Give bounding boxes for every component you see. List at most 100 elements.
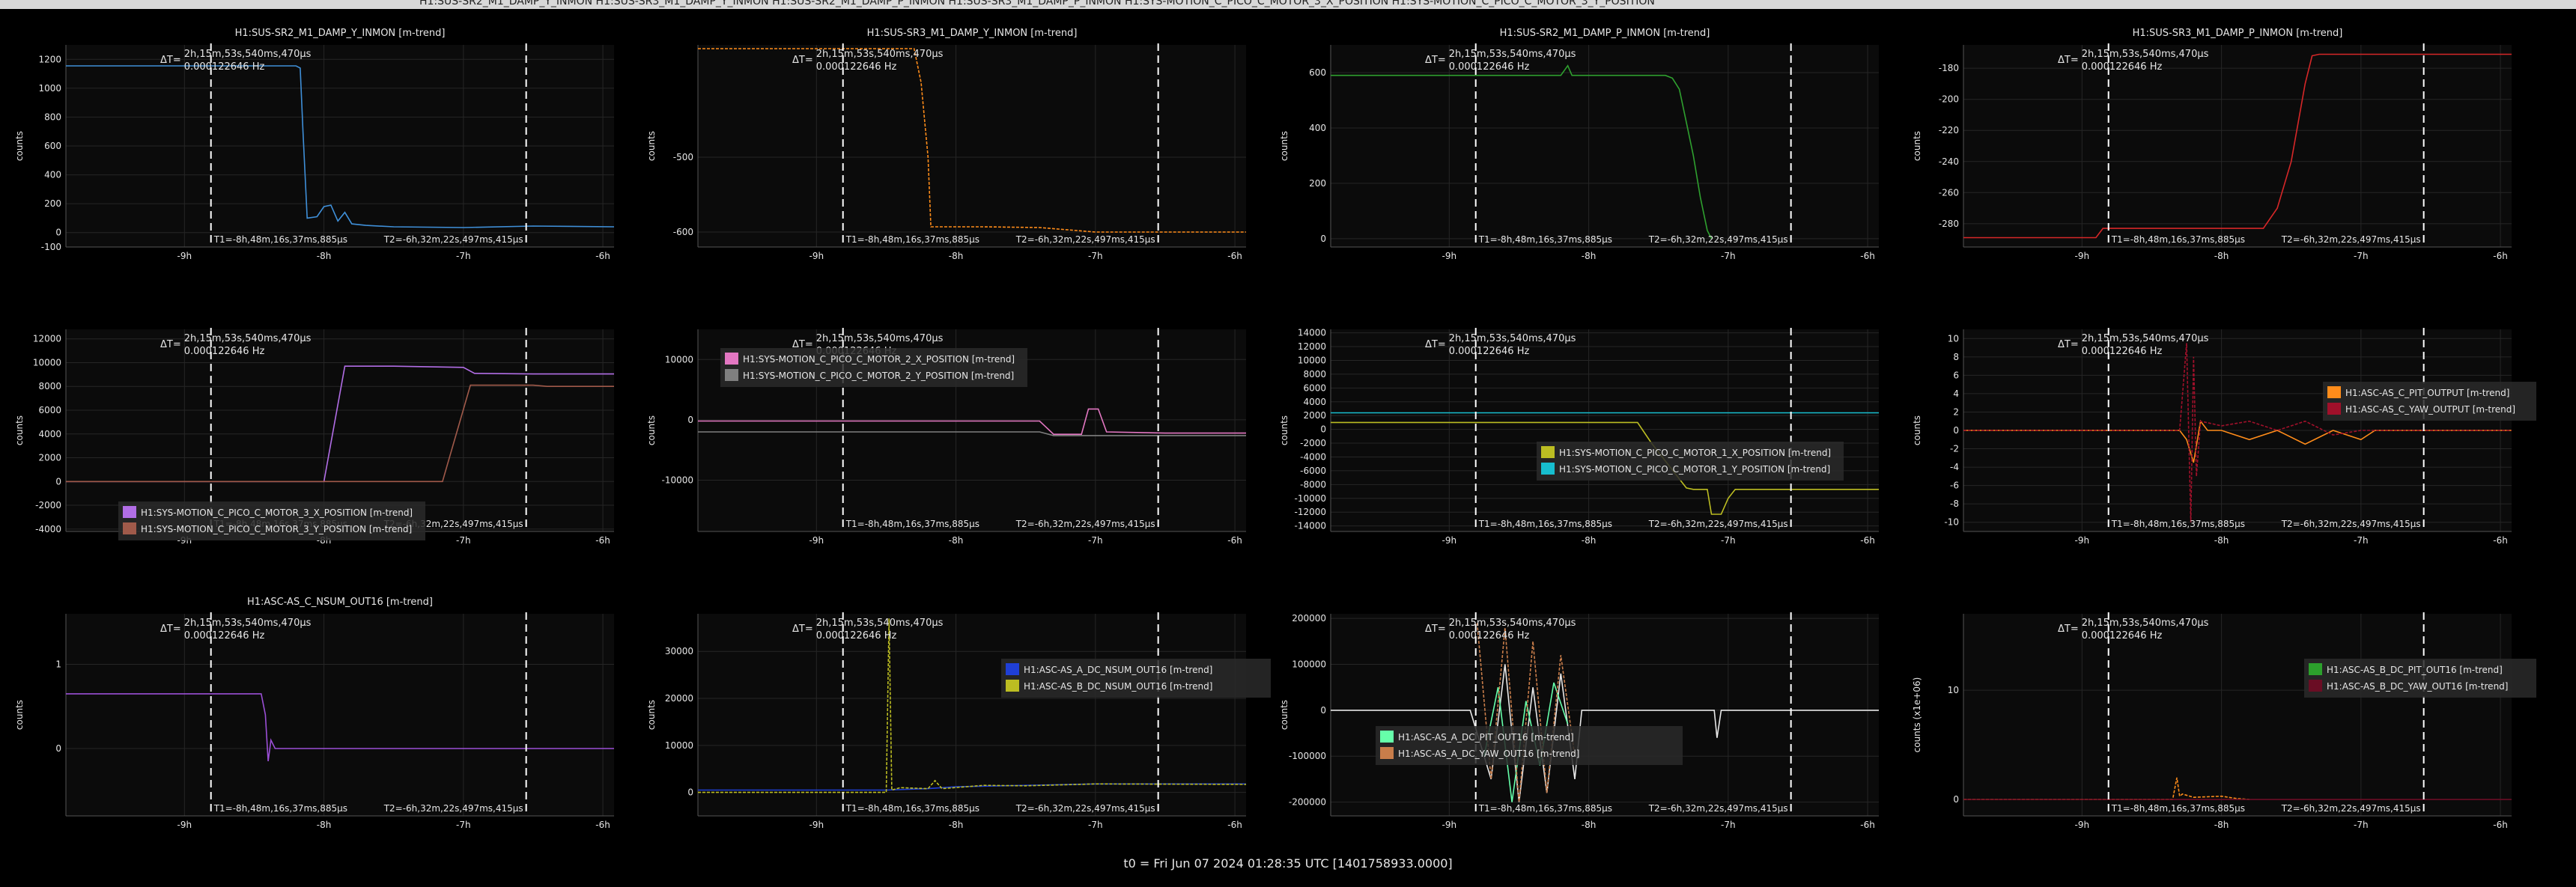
series-line-0 (66, 65, 614, 228)
series-line-1 (698, 431, 1246, 436)
plot-panel[interactable]: -180 -200 -220 -240 -260 -280 -9h -8h -7h -6h T1=-… (1904, 22, 2536, 305)
y-tick-label: -4000 (35, 524, 61, 534)
x-tick-label: -7h (1721, 535, 1736, 546)
x-tick-label: -7h (1088, 251, 1103, 261)
legend-swatch (2327, 386, 2341, 398)
plot-area[interactable] (698, 614, 1246, 816)
delta-frequency: 0.000122646 Hz (184, 346, 265, 357)
plot-panel[interactable]: 10 8 6 4 2 0 -2 -4 -6 -8 -10 -9h -8h -7h -6h T1=-8h,48m… (1904, 307, 2536, 589)
y-tick-label: -2 (1950, 444, 1959, 454)
plot-area[interactable] (66, 614, 614, 816)
series-line-0 (1331, 64, 1713, 240)
legend-box (1376, 726, 1683, 765)
legend-entry: H1:ASC-AS_C_YAW_OUTPUT [m-trend] (2345, 404, 2515, 415)
legend-entry: H1:ASC-AS_B_DC_PIT_OUT16 [m-trend] (2327, 665, 2503, 675)
y-tick-label: -200 (1939, 94, 1959, 105)
y-tick-label: 0 (687, 415, 693, 425)
x-tick-label: -8h (1582, 820, 1597, 830)
plot-panel[interactable]: 10000 0 -10000 -9h -8h -7h -6h T1=-8h,48m,16s,3… (638, 307, 1271, 589)
plot-panel[interactable]: 1200 1000 800 600 400 200 0 -100 -9h -8h -7h -6h T1=… (6, 22, 639, 305)
plot-panel[interactable]: 200000 100000 0 -100000 -200000 -9h -8h -7h -6h T… (1271, 591, 1904, 874)
legend-swatch (2309, 680, 2322, 692)
plot-area[interactable] (1963, 614, 2512, 816)
x-tick-label: -7h (1721, 820, 1736, 830)
x-tick-label: -6h (1860, 535, 1875, 546)
y-tick-label: -200000 (1289, 797, 1326, 808)
y-axis-label: counts (646, 415, 657, 445)
y-tick-label: 14000 (1298, 328, 1326, 338)
plot-area[interactable] (1331, 45, 1879, 247)
y-tick-label: 1200 (38, 54, 61, 64)
y-tick-label: 2 (1953, 406, 1959, 417)
legend[interactable]: H1:SYS-MOTION_C_PICO_C_MOTOR_3_X_POSITIO… (118, 502, 425, 540)
legend-swatch (725, 353, 738, 365)
plot-panel[interactable]: 30000 20000 10000 0 -9h -8h -7h -6h T1=-8h,48m,1… (638, 591, 1271, 874)
x-tick-label: -9h (809, 251, 824, 261)
t2-cursor-label: T2=-6h,32m,22s,497ms,415µs (1648, 519, 1788, 529)
plot-area[interactable] (698, 45, 1246, 247)
series-line-1 (1483, 682, 1569, 802)
x-tick-label: -7h (1088, 535, 1103, 546)
delta-t-value: 2h,15m,53s,540ms,470µs (816, 49, 944, 60)
x-tick-label: -9h (177, 251, 192, 261)
plot-panel[interactable]: -500 -600 -9h -8h -7h -6h T1=-8h,48m,16s,37ms,… (638, 22, 1271, 305)
delta-frequency: 0.000122646 Hz (1449, 630, 1530, 641)
delta-frequency: 0.000122646 Hz (2082, 346, 2163, 357)
y-axis-label: counts (1912, 131, 1922, 161)
y-tick-label: -10000 (1294, 493, 1326, 504)
t2-cursor-label: T2=-6h,32m,22s,497ms,415µs (2281, 803, 2421, 814)
plot-panel[interactable]: 1 0 -9h -8h -7h -6h T1=-8h,48m,16s,37ms,885µs T… (6, 591, 639, 874)
y-tick-label: 6 (1953, 370, 1959, 380)
y-tick-label: -10000 (661, 475, 693, 485)
legend[interactable]: H1:ASC-AS_B_DC_PIT_OUT16 [m-trend] H1:ASC… (2304, 659, 2536, 698)
delta-t-label: ΔT= (2058, 624, 2079, 635)
y-tick-label: -240 (1939, 156, 1959, 167)
series-line-0 (1963, 777, 2250, 800)
y-tick-label: 0 (1320, 705, 1326, 716)
plot-area[interactable] (1963, 45, 2512, 247)
x-tick-label: -7h (1721, 251, 1736, 261)
plot-panel[interactable]: 600 400 200 0 -9h -8h -7h -6h T1=-8h,48m,16s,37m… (1271, 22, 1904, 305)
t2-cursor-label: T2=-6h,32m,22s,497ms,415µs (1015, 234, 1155, 245)
y-axis-label: counts (1279, 415, 1289, 445)
y-tick-label: -100 (41, 242, 61, 252)
plot-area[interactable] (1331, 614, 1879, 816)
plot-panel[interactable]: 120001000080006000400020000-2000-4000-9h… (6, 307, 639, 589)
legend[interactable]: H1:ASC-AS_A_DC_NSUM_OUT16 [m-trend] H1:AS… (1001, 659, 1271, 698)
legend[interactable]: H1:SYS-MOTION_C_PICO_C_MOTOR_2_X_POSITIO… (720, 348, 1027, 387)
y-tick-label: 20000 (665, 693, 693, 704)
plot-panel[interactable]: 10 0 -9h -8h -7h -6h T1=-8h,48m,16s,37ms,885µs… (1904, 591, 2536, 874)
legend-swatch (1006, 663, 1019, 675)
y-tick-label: 10 (1948, 333, 1959, 344)
y-tick-label: 0 (55, 743, 61, 754)
y-tick-label: 10000 (665, 740, 693, 751)
legend[interactable]: H1:SYS-MOTION_C_PICO_C_MOTOR_1_X_POSITIO… (1537, 442, 1844, 481)
x-tick-label: -6h (1227, 820, 1242, 830)
t2-cursor-label: T2=-6h,32m,22s,497ms,415µs (2281, 234, 2421, 245)
y-tick-label: 6000 (1303, 382, 1326, 393)
y-tick-label: -8000 (1300, 479, 1326, 490)
legend[interactable]: H1:ASC-AS_A_DC_PIT_OUT16 [m-trend] H1:ASC… (1376, 726, 1683, 765)
y-tick-label: -8 (1950, 499, 1959, 509)
y-tick-label: -180 (1939, 63, 1959, 73)
plot-area[interactable] (66, 329, 614, 531)
t1-cursor-label: T1=-8h,48m,16s,37ms,885µs (845, 519, 979, 529)
plot-area[interactable] (1331, 329, 1879, 531)
legend[interactable]: H1:ASC-AS_C_PIT_OUTPUT [m-trend] H1:ASC-A… (2323, 382, 2536, 421)
series-line-1 (1331, 421, 1879, 515)
y-tick-label: 0 (55, 476, 61, 487)
plot-panel[interactable]: 14000 12000 10000 8000 6000 4000 2000 0 -2000 -40… (1271, 307, 1904, 589)
window-title-bar: H1:SUS-SR2_M1_DAMP_Y_INMON H1:SUS-SR3_M1… (0, 0, 2576, 9)
y-tick-label: 400 (1309, 123, 1326, 133)
legend-entry: H1:ASC-AS_A_DC_PIT_OUT16 [m-trend] (1398, 732, 1574, 743)
y-tick-label: 200 (44, 198, 61, 209)
y-tick-label: 200000 (1292, 613, 1326, 624)
series-line-0 (698, 408, 1246, 435)
y-tick-label: 800 (44, 112, 61, 122)
y-tick-label: 0 (1320, 234, 1326, 244)
x-tick-label: -6h (2493, 535, 2508, 546)
delta-t-value: 2h,15m,53s,540ms,470µs (184, 333, 312, 344)
series-line-0 (698, 48, 1246, 233)
y-tick-label: 0 (55, 228, 61, 238)
x-tick-label: -9h (2075, 251, 2090, 261)
